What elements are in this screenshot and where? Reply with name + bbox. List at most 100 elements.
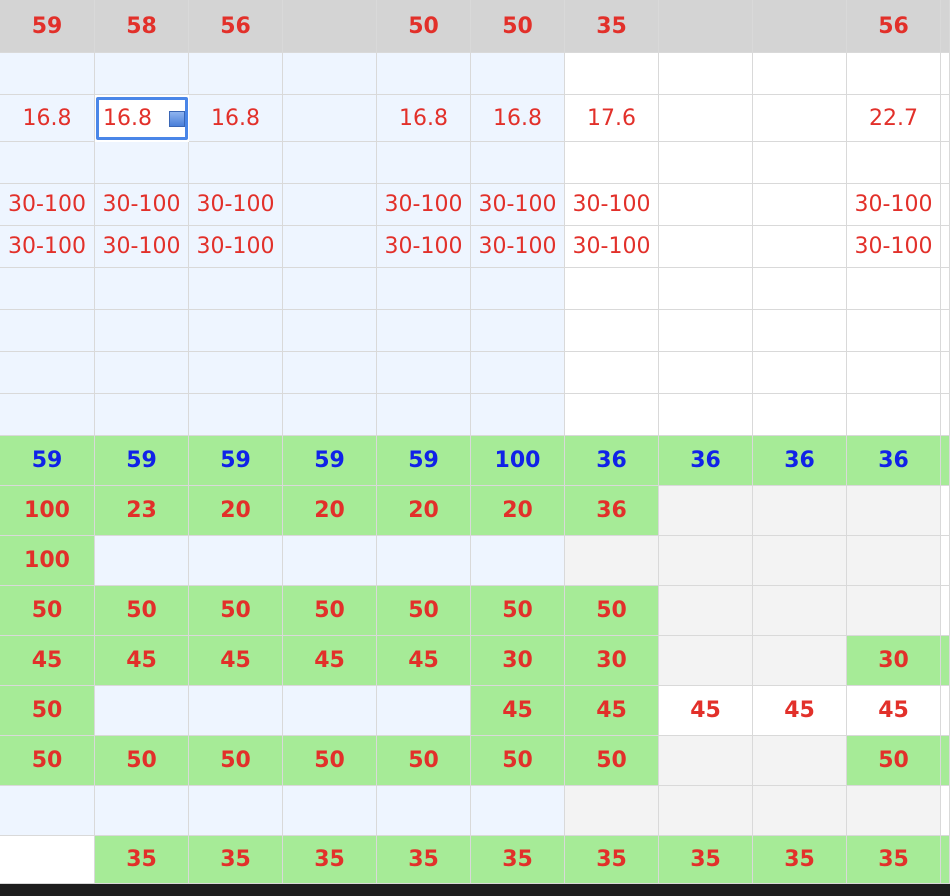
grid-cell[interactable] xyxy=(377,352,471,394)
grid-cell[interactable] xyxy=(471,394,565,436)
grid-cell[interactable] xyxy=(753,394,847,436)
grid-cell[interactable]: 30-100 xyxy=(0,184,95,226)
grid-cell[interactable]: 45 xyxy=(0,636,95,686)
grid-cell[interactable]: 30-100 xyxy=(0,226,95,268)
grid-cell[interactable] xyxy=(471,142,565,184)
grid-cell[interactable] xyxy=(659,53,753,95)
grid-cell[interactable] xyxy=(189,268,283,310)
grid-cell[interactable] xyxy=(95,268,189,310)
grid-cell[interactable] xyxy=(659,394,753,436)
grid-cell[interactable] xyxy=(753,226,847,268)
grid-cell[interactable] xyxy=(753,586,847,636)
grid-cell[interactable]: 30-100 xyxy=(95,226,189,268)
grid-cell[interactable]: 50 xyxy=(283,736,377,786)
grid-cell[interactable] xyxy=(0,142,95,184)
grid-cell[interactable] xyxy=(565,536,659,586)
grid-cell[interactable]: 35 xyxy=(377,836,471,884)
selected-cell[interactable]: 16.8 xyxy=(96,97,188,140)
grid-cell[interactable] xyxy=(753,736,847,786)
grid-cell[interactable]: 35 xyxy=(847,836,941,884)
grid-cell[interactable] xyxy=(377,786,471,836)
grid-cell[interactable]: 45 xyxy=(565,686,659,736)
grid-cell[interactable] xyxy=(659,636,753,686)
grid-cell[interactable] xyxy=(95,686,189,736)
grid-cell[interactable] xyxy=(283,95,377,142)
grid-cell[interactable] xyxy=(283,394,377,436)
grid-cell[interactable] xyxy=(565,268,659,310)
header-cell[interactable]: 58 xyxy=(95,0,189,53)
header-cell[interactable] xyxy=(753,0,847,53)
grid-cell[interactable] xyxy=(847,142,941,184)
grid-cell[interactable] xyxy=(189,142,283,184)
header-cell[interactable] xyxy=(283,0,377,53)
grid-cell[interactable] xyxy=(95,53,189,95)
grid-cell[interactable] xyxy=(0,310,95,352)
grid-cell[interactable] xyxy=(471,352,565,394)
grid-cell[interactable] xyxy=(189,53,283,95)
grid-cell[interactable] xyxy=(565,786,659,836)
cell-overflow-column[interactable] xyxy=(941,142,950,184)
grid-cell[interactable]: 30-100 xyxy=(565,226,659,268)
header-cell[interactable]: 59 xyxy=(0,0,95,53)
grid-cell[interactable]: 30-100 xyxy=(95,184,189,226)
grid-cell[interactable] xyxy=(847,268,941,310)
cell-overflow-column[interactable] xyxy=(941,836,950,884)
cell-overflow-column[interactable] xyxy=(941,536,950,586)
grid-cell[interactable]: 59 xyxy=(189,436,283,486)
grid-cell[interactable] xyxy=(283,352,377,394)
grid-cell[interactable]: 16.8 xyxy=(189,95,283,142)
grid-cell[interactable] xyxy=(659,736,753,786)
grid-cell[interactable] xyxy=(659,142,753,184)
grid-cell[interactable]: 16.8 xyxy=(471,95,565,142)
grid-cell[interactable]: 30 xyxy=(565,636,659,686)
grid-cell[interactable] xyxy=(565,394,659,436)
grid-cell[interactable]: 100 xyxy=(471,436,565,486)
grid-cell[interactable]: 30-100 xyxy=(471,184,565,226)
grid-cell[interactable]: 50 xyxy=(565,736,659,786)
header-cell[interactable]: 35 xyxy=(565,0,659,53)
grid-cell[interactable]: 45 xyxy=(753,686,847,736)
grid-cell[interactable]: 50 xyxy=(377,736,471,786)
grid-cell[interactable]: 20 xyxy=(471,486,565,536)
grid-cell[interactable]: 50 xyxy=(95,586,189,636)
cell-overflow-column[interactable] xyxy=(941,736,950,786)
grid-cell[interactable] xyxy=(0,53,95,95)
grid-cell[interactable]: 35 xyxy=(283,836,377,884)
grid-cell[interactable]: 59 xyxy=(377,436,471,486)
grid-cell[interactable]: 16.8 xyxy=(0,95,95,142)
grid-cell[interactable]: 30-100 xyxy=(377,184,471,226)
cell-overflow-column[interactable] xyxy=(941,786,950,836)
grid-cell[interactable] xyxy=(283,310,377,352)
header-cell[interactable]: 56 xyxy=(847,0,941,53)
grid-cell[interactable]: 22.7 xyxy=(847,95,941,142)
grid-cell[interactable] xyxy=(0,352,95,394)
grid-cell[interactable]: 20 xyxy=(283,486,377,536)
grid-cell[interactable] xyxy=(847,536,941,586)
grid-cell[interactable] xyxy=(189,310,283,352)
grid-cell[interactable]: 50 xyxy=(377,586,471,636)
grid-cell[interactable]: 36 xyxy=(847,436,941,486)
grid-cell[interactable] xyxy=(95,394,189,436)
grid-cell[interactable] xyxy=(283,142,377,184)
grid-cell[interactable]: 50 xyxy=(471,736,565,786)
grid-cell[interactable]: 59 xyxy=(0,436,95,486)
grid-cell[interactable] xyxy=(377,310,471,352)
grid-cell[interactable] xyxy=(377,394,471,436)
grid-cell[interactable]: 45 xyxy=(659,686,753,736)
grid-cell[interactable] xyxy=(189,686,283,736)
cell-overflow-column[interactable] xyxy=(941,352,950,394)
grid-cell[interactable] xyxy=(659,226,753,268)
grid-cell[interactable] xyxy=(95,536,189,586)
grid-cell[interactable]: 36 xyxy=(565,436,659,486)
grid-cell[interactable]: 30-100 xyxy=(847,184,941,226)
grid-cell[interactable]: 100 xyxy=(0,536,95,586)
grid-cell[interactable]: 35 xyxy=(189,836,283,884)
header-cell[interactable]: 50 xyxy=(471,0,565,53)
grid-cell[interactable]: 30-100 xyxy=(189,184,283,226)
grid-cell[interactable]: 35 xyxy=(95,836,189,884)
grid-cell[interactable] xyxy=(565,352,659,394)
grid-cell[interactable] xyxy=(377,53,471,95)
grid-cell[interactable] xyxy=(283,268,377,310)
grid-cell[interactable] xyxy=(471,786,565,836)
cell-overflow-column[interactable] xyxy=(941,53,950,95)
